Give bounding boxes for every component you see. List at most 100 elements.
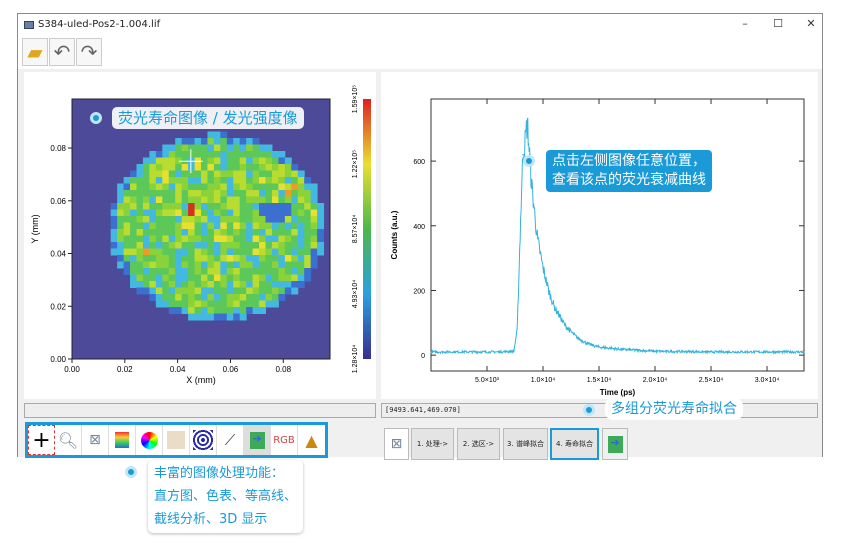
curve-callout-line: 查看该点的荧光衰减曲线 bbox=[552, 172, 706, 188]
heatmap-cell bbox=[194, 164, 202, 171]
x-tick-label: 0.02 bbox=[117, 365, 133, 374]
heatmap-cell bbox=[233, 287, 241, 295]
contour-icon[interactable] bbox=[190, 425, 217, 455]
heatmap-cell bbox=[155, 274, 163, 282]
heatmap-cell bbox=[233, 261, 241, 269]
heatmap-cell bbox=[201, 313, 208, 321]
export-icon[interactable]: ➔ bbox=[244, 425, 271, 455]
heatmap-cell bbox=[168, 242, 176, 249]
data-point bbox=[536, 238, 539, 240]
data-point bbox=[587, 343, 589, 345]
heatmap-cell bbox=[181, 307, 189, 314]
heatmap-cell bbox=[201, 164, 208, 171]
heatmap-cell bbox=[117, 196, 125, 204]
step-select-button[interactable]: 2. 选区-> bbox=[457, 428, 500, 460]
heatmap-cell bbox=[233, 209, 241, 217]
heatmap-cell bbox=[142, 274, 150, 282]
heatmap-cell bbox=[278, 196, 286, 204]
heatmap-cell bbox=[194, 248, 202, 256]
heatmap-cell bbox=[291, 190, 299, 197]
heatmap-cell bbox=[220, 216, 228, 223]
texture-icon[interactable] bbox=[163, 425, 190, 455]
decay-curve-chart[interactable]: 5.0×10³ 1.0×10⁴ 1.5×10⁴ 2.0×10⁴ 2.5×10⁴ 3.0×1… bbox=[381, 72, 818, 399]
heatmap-cell bbox=[117, 209, 125, 217]
heatmap-cell bbox=[317, 203, 325, 210]
folder-open-icon[interactable]: ▰ bbox=[22, 38, 48, 66]
x-tick-label: 2.0×10⁴ bbox=[643, 377, 668, 384]
heatmap-cell bbox=[220, 242, 228, 249]
undo-icon[interactable]: ↶ bbox=[49, 38, 75, 66]
heatmap-cell bbox=[220, 255, 228, 262]
heatmap-cell bbox=[188, 144, 196, 152]
heatmap-cell bbox=[233, 281, 241, 288]
heatmap-cell bbox=[226, 313, 234, 321]
heatmap-cell bbox=[246, 216, 254, 223]
heatmap-cell bbox=[271, 203, 279, 210]
heatmap-cell bbox=[246, 144, 254, 152]
step-lifetime-fit-button[interactable]: 4. 寿命拟合 bbox=[550, 428, 599, 460]
histogram-icon[interactable] bbox=[109, 425, 136, 455]
heatmap-cell bbox=[207, 248, 215, 256]
heatmap-cell bbox=[265, 177, 273, 184]
heatmap-cell bbox=[213, 255, 221, 262]
3d-surface-icon[interactable]: ▲ bbox=[305, 430, 318, 450]
heatmap-cell bbox=[284, 209, 292, 217]
callout-dot bbox=[125, 466, 137, 478]
crosshair-icon[interactable]: + bbox=[28, 425, 55, 455]
heatmap-cell bbox=[310, 242, 318, 249]
close-button[interactable]: ✕ bbox=[806, 17, 816, 30]
heatmap-cell bbox=[201, 294, 208, 301]
heatmap-cell bbox=[220, 190, 228, 197]
heatmap-cell bbox=[207, 281, 215, 288]
zoom-reset-icon[interactable]: ⊠ bbox=[384, 428, 409, 460]
decay-panel[interactable]: 5.0×10³ 1.0×10⁴ 1.5×10⁴ 2.0×10⁴ 2.5×10⁴ 3.0×1… bbox=[381, 72, 818, 399]
heatmap-cell bbox=[297, 170, 305, 178]
redo-icon[interactable]: ↷ bbox=[76, 38, 102, 66]
heatmap-cell bbox=[220, 261, 228, 269]
zoom-reset-icon[interactable]: ⊠ bbox=[82, 425, 109, 455]
export-icon[interactable]: ➔ bbox=[602, 428, 628, 460]
heatmap-cell bbox=[246, 203, 254, 210]
heatmap-cell bbox=[284, 235, 292, 243]
heatmap-cell bbox=[265, 235, 273, 243]
heatmap-cell bbox=[130, 242, 137, 249]
heatmap-cell bbox=[220, 196, 228, 204]
heatmap-cell bbox=[246, 209, 254, 217]
maximize-button[interactable]: ☐ bbox=[773, 17, 783, 30]
heatmap-cell bbox=[201, 196, 208, 204]
heatmap-cell bbox=[188, 151, 196, 158]
heatmap-cell bbox=[265, 144, 273, 152]
line-profile-icon[interactable]: ⟋ bbox=[217, 425, 244, 455]
data-point bbox=[520, 218, 522, 220]
step-peak-fit-button[interactable]: 3. 谱峰拟合 bbox=[503, 428, 548, 460]
step-process-button[interactable]: 1. 处理-> bbox=[411, 428, 454, 460]
heatmap-cell bbox=[246, 183, 254, 191]
heatmap-cell bbox=[162, 274, 170, 282]
heatmap-cell bbox=[201, 203, 208, 210]
heatmap-cell bbox=[136, 274, 144, 282]
heatmap-cell bbox=[207, 196, 215, 204]
zoom-in-icon[interactable]: 🔍︎ bbox=[55, 425, 82, 455]
heatmap-cell bbox=[142, 281, 150, 288]
heatmap-cell bbox=[246, 190, 254, 197]
heatmap-cell bbox=[175, 300, 183, 308]
lifetime-image-chart[interactable]: 0.00 0.02 0.04 0.06 0.08 0.00 0.02 0.04 0.06 0.08… bbox=[24, 72, 376, 399]
heatmap-cell bbox=[213, 313, 221, 321]
heatmap-cell bbox=[155, 151, 163, 158]
y-axis-label: Y (mm) bbox=[30, 214, 40, 243]
heatmap-cell bbox=[207, 138, 215, 145]
heatmap-cell bbox=[168, 222, 176, 230]
heatmap-cell bbox=[213, 281, 221, 288]
heatmap-cell bbox=[162, 170, 170, 178]
heatmap-cell bbox=[284, 281, 292, 288]
heatmap-cell bbox=[213, 203, 221, 210]
minimize-button[interactable]: – bbox=[742, 17, 748, 30]
heatmap-cell bbox=[149, 190, 157, 197]
color-table-icon[interactable] bbox=[136, 425, 163, 455]
heatmap-cell bbox=[155, 209, 163, 217]
heatmap-cell bbox=[175, 255, 183, 262]
data-point bbox=[803, 351, 805, 353]
rgb-icon[interactable]: RGB bbox=[271, 425, 298, 455]
heatmap-cell bbox=[188, 222, 196, 230]
heatmap-cell bbox=[246, 287, 254, 295]
